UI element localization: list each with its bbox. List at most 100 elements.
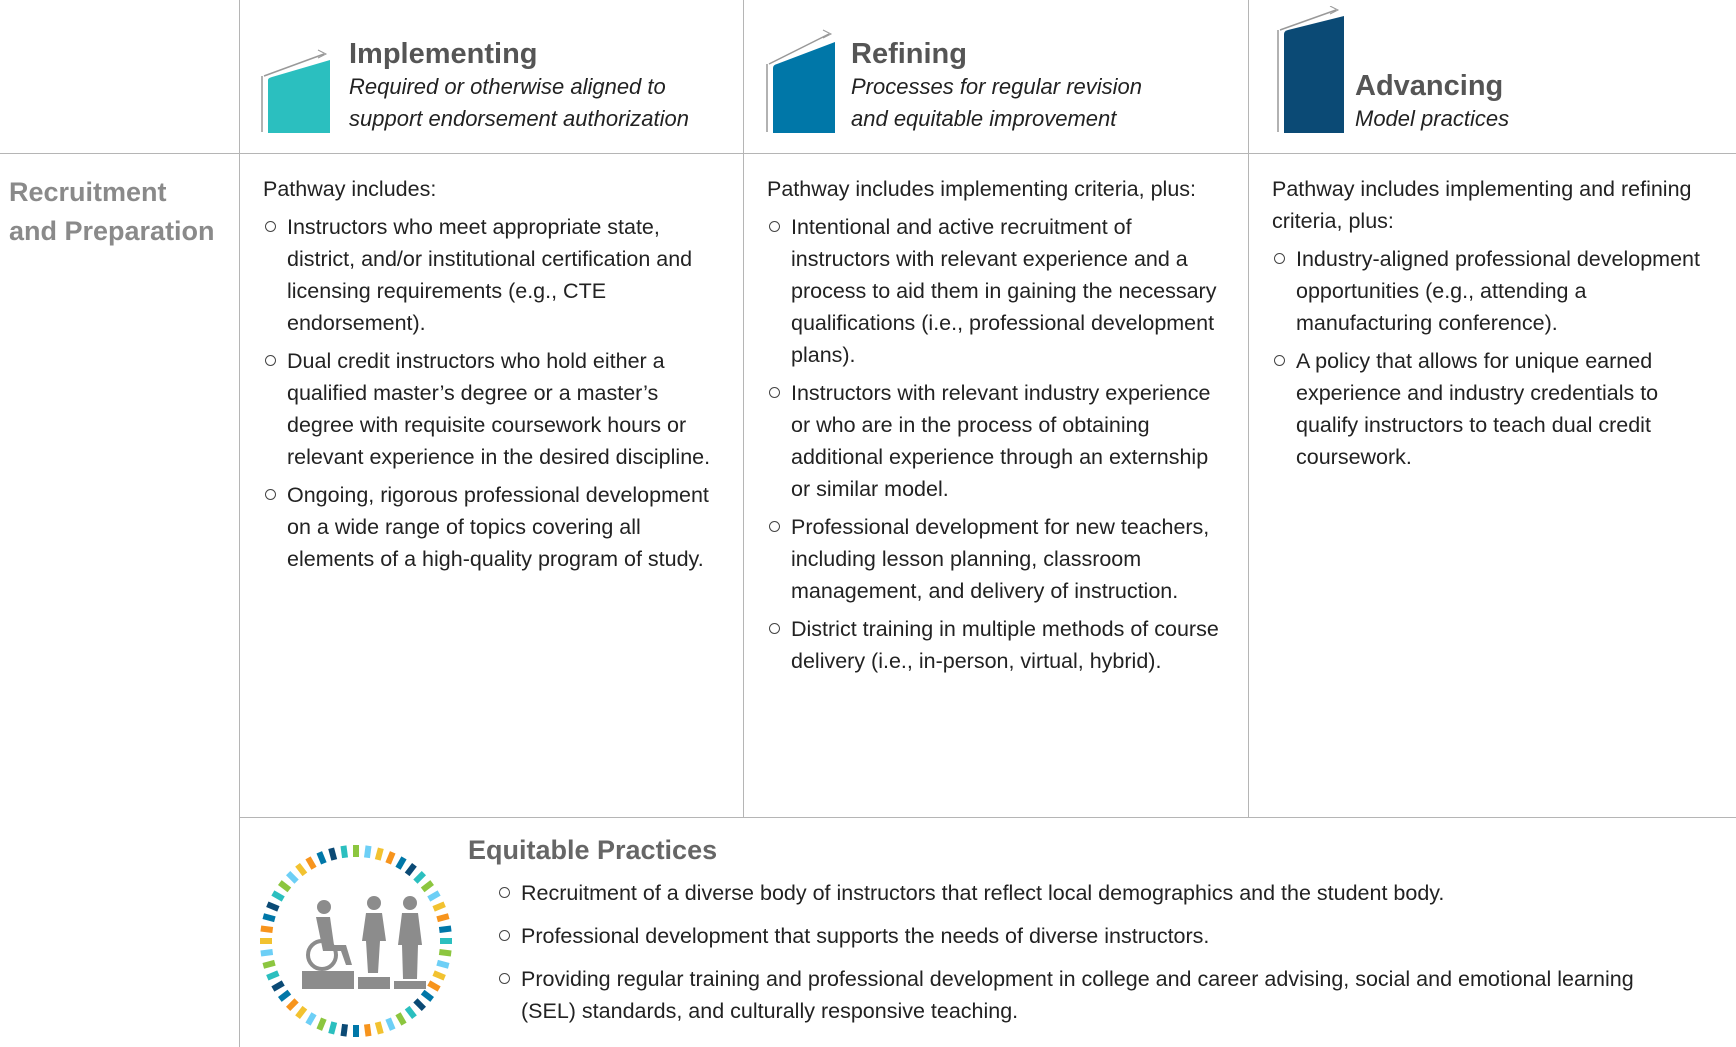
list-item: Professional development for new teacher… — [767, 511, 1219, 607]
list-item: Instructors who meet appropriate state, … — [263, 211, 717, 339]
ring-dash — [385, 851, 396, 865]
divider — [743, 0, 744, 817]
ring-dash — [260, 948, 274, 957]
ring-dash — [404, 863, 417, 877]
item-text: Professional development for new teacher… — [791, 515, 1210, 603]
ring-dash — [427, 980, 441, 992]
ring-dash — [413, 870, 427, 884]
divider — [239, 817, 1736, 818]
divider — [239, 0, 240, 1047]
bullet — [265, 355, 276, 366]
refining-icon — [766, 29, 835, 133]
bullet — [1274, 355, 1285, 366]
column-subtitle: Processes for regular revision and equit… — [851, 74, 1143, 131]
column-header: Advancing Model practices — [1355, 70, 1715, 135]
item-text: Intentional and active recruitment of in… — [791, 215, 1217, 367]
bullet — [769, 221, 780, 232]
divider — [1248, 0, 1249, 817]
ring-dash — [432, 970, 446, 981]
ring-dash — [420, 880, 434, 893]
row-label: Recruitment and Preparation — [9, 173, 215, 251]
item-text: Instructors who meet appropriate state, … — [287, 215, 693, 335]
ring-dash — [305, 1012, 317, 1026]
cell: Pathway includes: Instructors who meet ap… — [263, 173, 717, 575]
ring-dash — [295, 863, 308, 877]
ring-dash — [420, 989, 434, 1002]
list-item: Providing regular training and professio… — [497, 963, 1677, 1027]
list-item: Industry-aligned professional developmen… — [1272, 243, 1718, 339]
ring-dash — [374, 847, 384, 861]
cell: Pathway includes implementing criteria, … — [767, 173, 1219, 677]
item-text: Professional development that supports t… — [521, 924, 1210, 948]
advancing-icon — [1277, 6, 1344, 133]
ring-dash — [260, 925, 274, 934]
equity-icon — [260, 845, 452, 1037]
list-item: Professional development that supports t… — [497, 920, 1677, 952]
ring-dash — [436, 959, 450, 969]
ring-dash — [285, 998, 299, 1012]
ring-dash — [328, 1021, 338, 1035]
column-header: Refining Processes for regular revision … — [851, 38, 1181, 135]
ring-dash — [305, 856, 317, 870]
ring-dash — [295, 1005, 308, 1019]
bullet — [499, 887, 510, 898]
ring-dash — [278, 880, 292, 893]
column-title: Advancing — [1355, 70, 1504, 102]
item-text: Instructors with relevant industry exper… — [791, 381, 1211, 501]
ring-dash — [432, 901, 446, 912]
list-item: District training in multiple methods of… — [767, 613, 1219, 677]
ring-dash — [266, 901, 280, 912]
ring-dash — [385, 1017, 396, 1031]
list-item: Dual credit instructors who hold either … — [263, 345, 717, 473]
bullet — [769, 623, 780, 634]
ring-dash — [363, 845, 372, 859]
cell-intro: Pathway includes implementing and refini… — [1272, 177, 1692, 233]
equitable-section: Equitable Practices Recruitment of a div… — [468, 835, 1708, 1027]
column-subtitle: Model practices — [1355, 106, 1510, 131]
bullet — [1274, 253, 1285, 264]
item-text: Providing regular training and professio… — [521, 967, 1634, 1023]
column-header: Implementing Required or otherwise align… — [349, 38, 729, 135]
ring-dash — [316, 1017, 327, 1031]
row-label-line: and Preparation — [9, 216, 215, 246]
ring-dash — [266, 970, 280, 981]
cell-intro: Pathway includes implementing criteria, … — [767, 177, 1197, 201]
list: Recruitment of a diverse body of instruc… — [497, 877, 1677, 1027]
ring-dash — [262, 959, 276, 969]
column-subtitle: Required or otherwise aligned to support… — [349, 74, 689, 131]
ring-dash — [316, 851, 327, 865]
list-item: Intentional and active recruitment of in… — [767, 211, 1219, 371]
item-text: A policy that allows for unique earned e… — [1296, 349, 1659, 469]
ring-dash — [271, 980, 285, 992]
bullet — [499, 973, 510, 984]
bullet — [265, 221, 276, 232]
divider — [0, 153, 1736, 154]
bullet — [769, 387, 780, 398]
row-label-line: Recruitment — [9, 177, 167, 207]
ring-dash — [340, 1023, 349, 1037]
column-title: Refining — [851, 38, 967, 70]
list-item: Recruitment of a diverse body of instruc… — [497, 877, 1677, 909]
bullet — [769, 521, 780, 532]
ring-dash — [363, 1023, 372, 1037]
ring-dash — [340, 845, 349, 859]
column-title: Implementing — [349, 38, 538, 70]
ring-dash — [395, 1012, 407, 1026]
item-text: Industry-aligned professional developmen… — [1296, 247, 1700, 335]
section-title: Equitable Practices — [468, 835, 718, 865]
cell: Pathway includes implementing and refini… — [1272, 173, 1718, 473]
list-item: Instructors with relevant industry exper… — [767, 377, 1219, 505]
implementing-icon — [261, 49, 330, 133]
ring-dash — [328, 847, 338, 861]
ring-dash — [438, 948, 452, 957]
list-item: A policy that allows for unique earned e… — [1272, 345, 1718, 473]
item-text: District training in multiple methods of… — [791, 617, 1219, 673]
ring-dash — [438, 925, 452, 934]
ring-dash — [395, 856, 407, 870]
list-item: Ongoing, rigorous professional developme… — [263, 479, 717, 575]
ring-dash — [262, 913, 276, 923]
bullet — [499, 930, 510, 941]
ring-dash — [278, 989, 292, 1002]
ring-dash — [404, 1005, 417, 1019]
